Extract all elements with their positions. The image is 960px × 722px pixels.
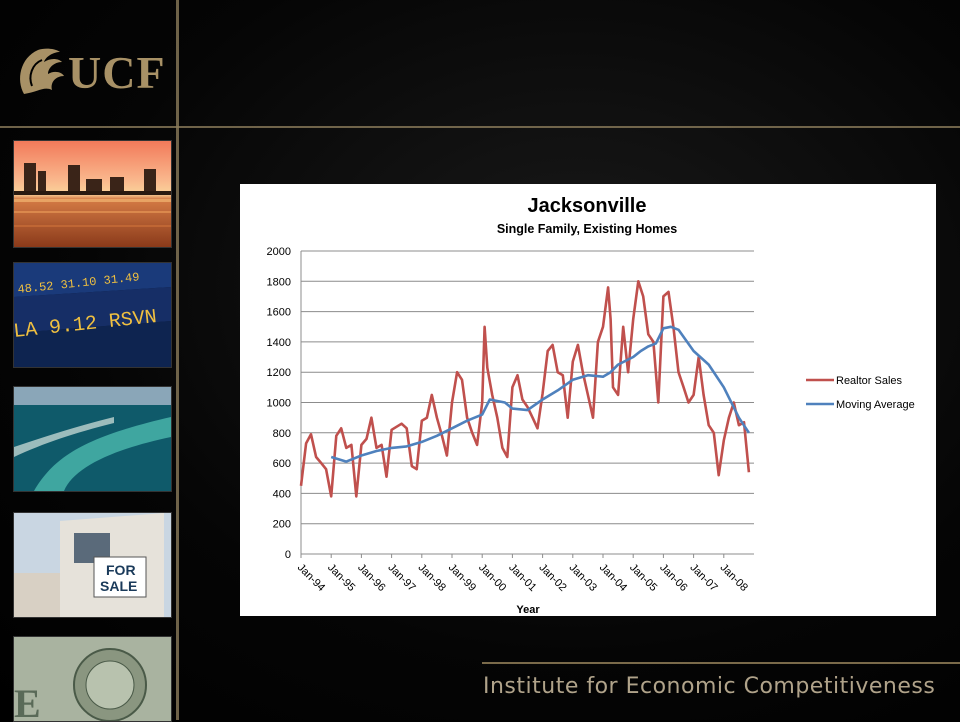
series-line-realtor-sales <box>299 280 751 498</box>
x-tick-label: Jan-96 <box>355 562 387 594</box>
chart-subtitle: Single Family, Existing Homes <box>497 222 677 236</box>
chart-title: Jacksonville <box>528 195 647 217</box>
x-tick-label: Jan-06 <box>657 562 689 594</box>
svg-text:E: E <box>14 681 41 721</box>
y-tick-label: 1600 <box>267 307 291 319</box>
photo-dollar-bill: E <box>13 636 172 722</box>
x-tick-label: Jan-05 <box>627 562 659 594</box>
x-tick-label: Jan-07 <box>687 562 719 594</box>
institute-name: Institute for Economic Competitiveness <box>483 674 936 699</box>
y-tick-label: 0 <box>285 549 291 561</box>
y-tick-label: 600 <box>273 458 291 470</box>
x-tick-label: Jan-01 <box>506 562 538 594</box>
x-tick-label: Jan-03 <box>567 562 599 594</box>
y-tick-label: 1200 <box>267 367 291 379</box>
photo-for-sale-house: FOR SALE <box>13 512 172 618</box>
y-tick-label: 1800 <box>267 276 291 288</box>
y-tick-label: 2000 <box>267 246 291 258</box>
x-tick-label: Jan-08 <box>718 562 750 594</box>
legend-entry: Moving Average <box>836 399 915 411</box>
y-tick-label: 400 <box>273 488 291 500</box>
svg-text:FOR: FOR <box>106 562 136 578</box>
chart-panel: Jacksonville Single Family, Existing Hom… <box>240 184 936 616</box>
legend-entry: Realtor Sales <box>836 375 903 387</box>
photo-stock-ticker: 48.52 31.10 31.49 LA 9.12 RSVN <box>13 262 172 368</box>
x-tick-label: Jan-04 <box>597 562 629 594</box>
ucf-logo-text: UCF <box>68 47 166 98</box>
x-tick-label: Jan-02 <box>536 562 568 594</box>
y-tick-label: 1400 <box>267 337 291 349</box>
x-tick-label: Jan-00 <box>476 562 508 594</box>
x-tick-label: Jan-97 <box>385 562 417 594</box>
photo-city-sunset <box>13 140 172 248</box>
y-tick-label: 200 <box>273 519 291 531</box>
y-tick-label: 800 <box>273 428 291 440</box>
series-line-moving-average <box>330 325 750 463</box>
svg-text:SALE: SALE <box>100 578 137 594</box>
x-axis-label: Year <box>516 604 540 616</box>
footer-divider <box>482 662 960 664</box>
line-chart: Jacksonville Single Family, Existing Hom… <box>267 195 915 616</box>
horizontal-divider <box>0 126 960 128</box>
x-tick-label: Jan-99 <box>446 562 478 594</box>
x-tick-label: Jan-94 <box>295 562 327 594</box>
x-tick-label: Jan-98 <box>416 562 448 594</box>
x-tick-label: Jan-95 <box>325 562 357 594</box>
photo-coastline <box>13 386 172 492</box>
vertical-divider <box>176 0 179 720</box>
ucf-pegasus-logo-icon <box>20 48 64 94</box>
y-tick-label: 1000 <box>267 398 291 410</box>
